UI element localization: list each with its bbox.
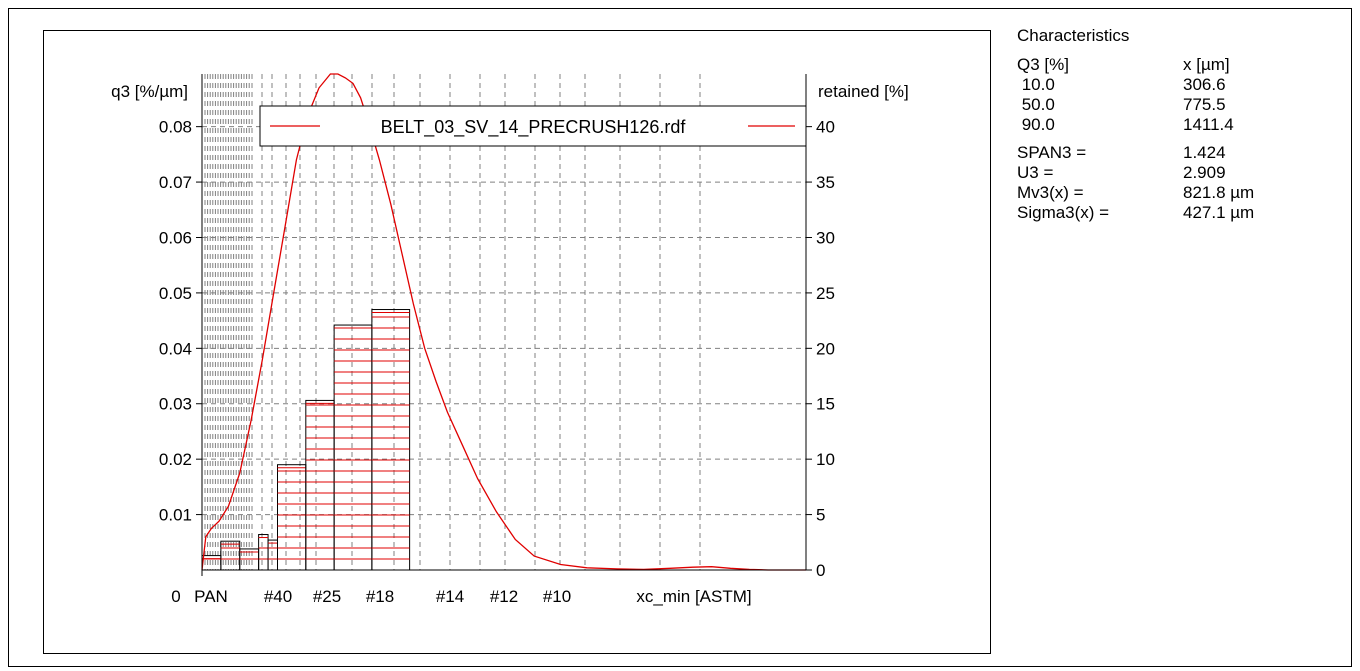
quantile-row: 10.0 306.6 — [1017, 75, 1254, 95]
left-axis-tick-label: 0.08 — [159, 118, 192, 137]
characteristics-table: Q3 [%] x [µm] 10.0 306.6 50.0 775.5 90.0… — [1017, 55, 1254, 223]
legend-layer: BELT_03_SV_14_PRECRUSH126.rdf — [259, 105, 807, 147]
quantile-row: 90.0 1411.4 — [1017, 115, 1254, 135]
right-axis-title: retained [%] — [818, 82, 909, 101]
size-value: 306.6 — [1183, 75, 1226, 94]
stat-label: U3 = — [1017, 163, 1054, 182]
size-header: x [µm] — [1183, 55, 1230, 74]
stat-row: U3 = 2.909 — [1017, 163, 1254, 183]
quantile-row: 50.0 775.5 — [1017, 95, 1254, 115]
histogram-bar — [258, 534, 269, 571]
left-axis-title: q3 [%/µm] — [111, 82, 188, 101]
characteristics-panel: Characteristics Q3 [%] x [µm] 10.0 306.6… — [1017, 26, 1347, 223]
histogram-bar — [277, 464, 307, 571]
quantile-header: Q3 [%] — [1017, 55, 1069, 74]
histogram-bar — [333, 324, 373, 571]
histogram-bar — [267, 539, 278, 571]
curve-layer — [201, 73, 806, 571]
size-value: 1411.4 — [1183, 115, 1234, 134]
x-axis-tick-label: #10 — [543, 587, 571, 606]
right-axis-tick-label: 40 — [816, 118, 835, 137]
x-axis-tick-label: PAN — [194, 587, 228, 606]
left-axis-tick-label: 0.07 — [159, 173, 192, 192]
right-axis-tick-label: 10 — [816, 450, 835, 469]
stat-value: 2.909 — [1183, 163, 1226, 182]
left-axis-tick-label: 0.03 — [159, 395, 192, 414]
stat-label: Sigma3(x) = — [1017, 203, 1110, 222]
right-axis-tick-label: 35 — [816, 173, 835, 192]
characteristics-header-row: Q3 [%] x [µm] — [1017, 55, 1254, 75]
plot-area — [43, 30, 991, 654]
right-axis-tick-label: 20 — [816, 339, 835, 358]
size-value: 775.5 — [1183, 95, 1226, 114]
left-axis-tick-label: 0.05 — [159, 284, 192, 303]
left-axis-tick-label: 0.06 — [159, 228, 192, 247]
legend-box — [259, 105, 807, 147]
quantile-value: 90.0 — [1017, 115, 1055, 134]
x-axis-tick-label: #40 — [264, 587, 292, 606]
histogram-bar — [305, 399, 335, 571]
stat-value: 1.424 — [1183, 143, 1226, 162]
stat-value: 427.1 µm — [1183, 203, 1255, 222]
quantile-value: 10.0 — [1017, 75, 1055, 94]
stat-row: Mv3(x) = 821.8 µm — [1017, 183, 1254, 203]
stat-row: Sigma3(x) = 427.1 µm — [1017, 203, 1254, 223]
x-axis-tick-label: #12 — [490, 587, 518, 606]
stat-value: 821.8 µm — [1183, 183, 1255, 202]
characteristics-title: Characteristics — [1017, 26, 1130, 45]
x-axis-tick-label: #14 — [436, 587, 464, 606]
legend-entry-label: BELT_03_SV_14_PRECRUSH126.rdf — [381, 117, 687, 138]
histogram-bar — [220, 540, 241, 571]
left-axis-tick-label: 0.02 — [159, 450, 192, 469]
right-axis-tick-label: 30 — [816, 228, 835, 247]
right-axis-tick-label: 15 — [816, 395, 835, 414]
stat-label: Mv3(x) = — [1017, 183, 1084, 202]
quantile-value: 50.0 — [1017, 95, 1055, 114]
x-axis-tick-label: #25 — [313, 587, 341, 606]
axes-layer — [196, 74, 812, 576]
right-axis-tick-label: 5 — [816, 506, 825, 525]
right-axis-tick-label: 25 — [816, 284, 835, 303]
x-axis-tick-label: #18 — [366, 587, 394, 606]
grid-layer — [202, 74, 806, 570]
x-axis-title: xc_min [ASTM] — [636, 587, 751, 606]
stat-row: SPAN3 = 1.424 — [1017, 143, 1254, 163]
stat-label: SPAN3 = — [1017, 143, 1087, 162]
q3-density-curve — [201, 73, 806, 571]
left-axis-tick-label: 0.04 — [159, 339, 192, 358]
left-axis-tick-label: 0.01 — [159, 506, 192, 525]
right-axis-tick-label: 0 — [816, 561, 825, 580]
report-frame — [8, 8, 1352, 667]
x-axis-origin-label: 0 — [171, 587, 180, 606]
labels-layer: 0.01 0.02 0.03 0.04 0.05 0.06 0.07 0.08 q3 [%/µm… — [111, 82, 909, 606]
